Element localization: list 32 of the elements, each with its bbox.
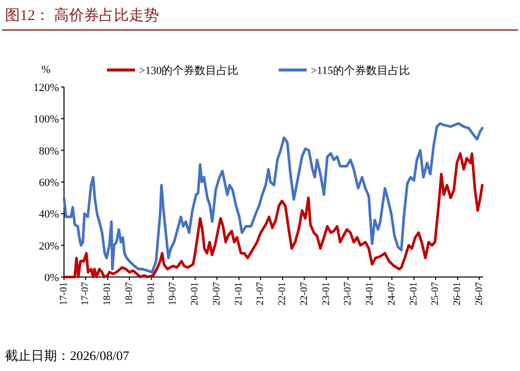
y-tick-label: 100% [33, 114, 59, 126]
x-tick-label: 23-07 [342, 282, 354, 306]
x-tick-label: 18-07 [124, 282, 135, 306]
x-tick-label: 21-07 [255, 282, 266, 306]
x-tick-label: 24-07 [386, 282, 398, 306]
x-tick-label: 25-01 [408, 282, 420, 306]
x-tick-label: 17-01 [58, 282, 70, 306]
x-tick-label: 26-01 [452, 282, 464, 306]
x-tick-label: 19-01 [146, 282, 157, 306]
y-tick-label: 40% [38, 208, 59, 221]
y-axis-title: % [41, 64, 51, 76]
y-tick-label: 80% [38, 145, 59, 158]
y-tick-label: 120% [33, 82, 59, 94]
x-tick-label: 20-07 [211, 282, 222, 306]
x-tick-label: 25-07 [430, 282, 442, 306]
x-tick-label: 17-07 [80, 282, 92, 306]
y-tick-label: 0% [44, 272, 59, 284]
chart-title: 图12： 高价券占比走势 [5, 7, 159, 24]
x-tick-label: 19-07 [168, 282, 179, 306]
legend-label: >115的个券数目占比 [310, 64, 410, 77]
x-tick-label: 20-01 [190, 282, 201, 306]
legend-label: >130的个券数目占比 [139, 64, 239, 77]
x-tick-label: 26-07 [474, 282, 485, 306]
y-tick-label: 60% [38, 177, 59, 189]
x-tick-label: 21-01 [233, 282, 244, 306]
x-tick-label: 22-07 [298, 282, 310, 306]
x-tick-label: 24-01 [364, 282, 376, 306]
y-tick-label: 20% [38, 240, 59, 252]
x-tick-label: 18-01 [102, 282, 114, 306]
x-tick-label: 22-01 [277, 282, 288, 306]
text: 截止日期：2026/08/07 [5, 348, 130, 363]
x-tick-label: 23-01 [320, 282, 332, 306]
